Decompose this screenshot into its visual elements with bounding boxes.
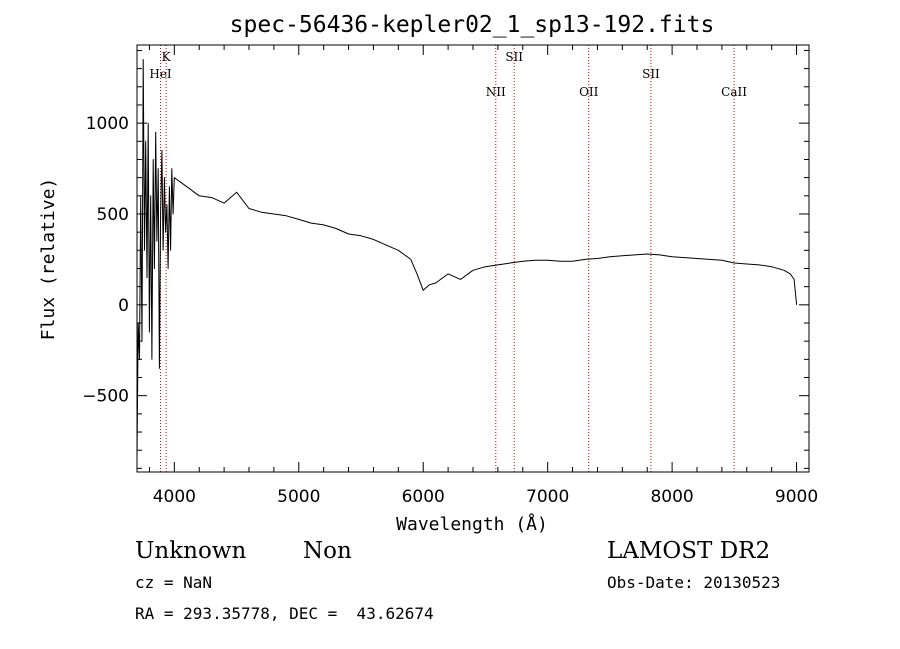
line-marker-label: OII bbox=[579, 85, 599, 99]
chart-title: spec-56436-kepler02_1_sp13-192.fits bbox=[230, 12, 715, 38]
x-tick-label: 9000 bbox=[775, 487, 818, 507]
y-tick-label: 1000 bbox=[86, 114, 129, 134]
y-tick-label: −500 bbox=[82, 387, 129, 407]
line-marker-label: NII bbox=[486, 85, 506, 99]
object-subclass: Non bbox=[303, 538, 352, 564]
x-tick-label: 5000 bbox=[277, 487, 320, 507]
coordinates: RA = 293.35778, DEC = 43.62674 bbox=[135, 604, 434, 623]
spectrum-line bbox=[136, 59, 798, 460]
x-tick-label: 6000 bbox=[402, 487, 445, 507]
line-marker-label: SII bbox=[505, 50, 523, 64]
y-tick-label: 500 bbox=[97, 205, 129, 225]
line-marker-label: SII bbox=[642, 67, 660, 81]
line-marker-label: K bbox=[162, 50, 172, 64]
axis-ticks: 4000 5000 6000 7000 8000 9000 −500 0 500 1000 bbox=[82, 45, 818, 507]
y-tick-label: 0 bbox=[118, 296, 129, 316]
survey-name: LAMOST DR2 bbox=[607, 538, 771, 564]
plot-frame bbox=[136, 44, 810, 473]
x-tick-label: 4000 bbox=[153, 487, 196, 507]
x-axis-label: Wavelength (Å) bbox=[396, 513, 548, 535]
series-layer bbox=[136, 59, 798, 460]
spectral-line-markers: K HeI SII NII OII SII CaII bbox=[149, 45, 747, 472]
line-marker-label: HeI bbox=[149, 67, 172, 81]
x-tick-label: 8000 bbox=[650, 487, 693, 507]
object-class: Unknown bbox=[135, 538, 247, 564]
redshift-readout: cz = NaN bbox=[135, 573, 213, 592]
x-tick-label: 7000 bbox=[526, 487, 569, 507]
y-axis-label: Flux (relative) bbox=[38, 178, 59, 341]
line-marker-label: CaII bbox=[721, 85, 747, 99]
obs-date: Obs-Date: 20130523 bbox=[607, 573, 781, 592]
